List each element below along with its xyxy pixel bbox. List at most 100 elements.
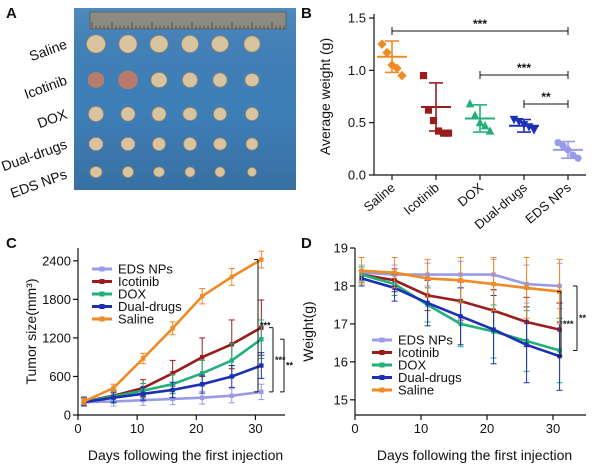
y-axis-title: Average weight (g) [317,38,333,155]
data-point [429,116,438,125]
data-point [465,99,475,108]
legend-label: EDS NPs [118,262,173,277]
legend-marker [99,316,105,322]
data-point [259,389,264,395]
legend-label: Dual-drugs [398,370,462,385]
legend-marker [379,337,385,343]
data-point [397,70,407,81]
panel-letter-c: C [6,235,17,252]
body-weight-line-chart: 15 16 17 18 19 0 10 20 30 Days following the firs… [300,241,587,464]
legend-marker [99,279,105,284]
data-point [387,60,397,70]
x-axis-title: Days following the first injection [88,447,283,463]
legend-label: EDS NPs [398,333,453,348]
significance-label: *** [563,319,574,329]
data-point [200,381,205,387]
tumor-specimen [86,34,106,54]
series-saline [358,256,563,325]
panel-letter-d: D [301,235,312,252]
ruler [89,11,287,30]
data-point [200,293,205,299]
tumor-specimen [214,166,226,178]
data-point [509,115,519,125]
tumor-specimen [151,106,167,122]
data-point [140,356,146,361]
data-point [382,47,392,58]
x-axis-title: Days following the first injection [377,447,572,463]
panel-letter-a: A [6,5,17,22]
tumor-specimen [120,106,136,122]
data-point [229,358,234,363]
data-point [480,121,490,130]
tumor-specimen [183,137,197,151]
tumor-specimen [88,137,104,151]
data-point [524,123,534,132]
data-point [425,300,430,306]
data-point [514,118,524,127]
series-saline [80,250,265,406]
data-point [444,129,453,137]
data-point [524,342,529,347]
photo-row-label: EDS NPs [8,166,69,201]
y-axis-title: Weight(g) [300,301,316,361]
data-point [458,278,463,283]
significance-label: *** [473,17,487,31]
tumor-specimen [87,72,105,88]
tumor-specimen [153,166,165,178]
legend-label: Icotinib [118,274,159,289]
y-tick-label: 1.5 [348,11,366,26]
legend-marker [99,304,105,309]
x-tick-label: 0 [351,421,358,436]
data-point [229,374,234,379]
data-point [574,154,582,162]
legend-label: Saline [398,383,434,398]
data-point [458,314,463,319]
data-point [377,39,387,49]
data-point [229,393,234,398]
legend-marker [379,375,385,380]
significance-label: ** [541,90,551,104]
legend-marker [379,362,385,368]
significance-label: ** [579,313,587,323]
x-tick-label: 10 [130,421,144,436]
tumor-specimen [213,107,227,121]
category-label: EDS NPs [522,179,574,226]
legend-marker [379,350,385,355]
data-point [529,126,539,135]
y-tick-label: 600 [49,369,71,384]
y-tick-label: 15 [334,392,348,407]
data-point [359,268,364,273]
legend-marker [99,266,105,272]
y-tick-label: 16 [334,354,348,369]
data-point [419,71,428,80]
data-point [485,126,495,135]
tumor-specimen [211,35,229,53]
tumor-specimen [244,73,260,87]
x-tick-label: 30 [248,421,262,436]
series-dual-drugs [80,352,265,407]
data-point [559,142,567,150]
y-tick-label: 1200 [42,330,71,345]
legend-label: Saline [118,312,154,327]
tumor-specimen [89,166,103,178]
significance-label: ** [286,361,294,371]
data-point [200,371,205,376]
tumor-specimen [245,137,259,151]
tumor-specimen [88,106,104,122]
data-point [200,395,205,400]
photo-row-label: Icotinib [22,72,69,102]
data-point [229,274,234,280]
data-point [491,327,496,332]
y-tick-label: 17 [334,316,348,331]
data-point [524,285,529,291]
data-point [425,276,430,281]
significance-label: *** [260,321,271,331]
data-point [170,396,175,402]
x-tick-label: 30 [546,421,560,436]
data-point [434,127,443,135]
tumor-specimen [243,35,261,53]
